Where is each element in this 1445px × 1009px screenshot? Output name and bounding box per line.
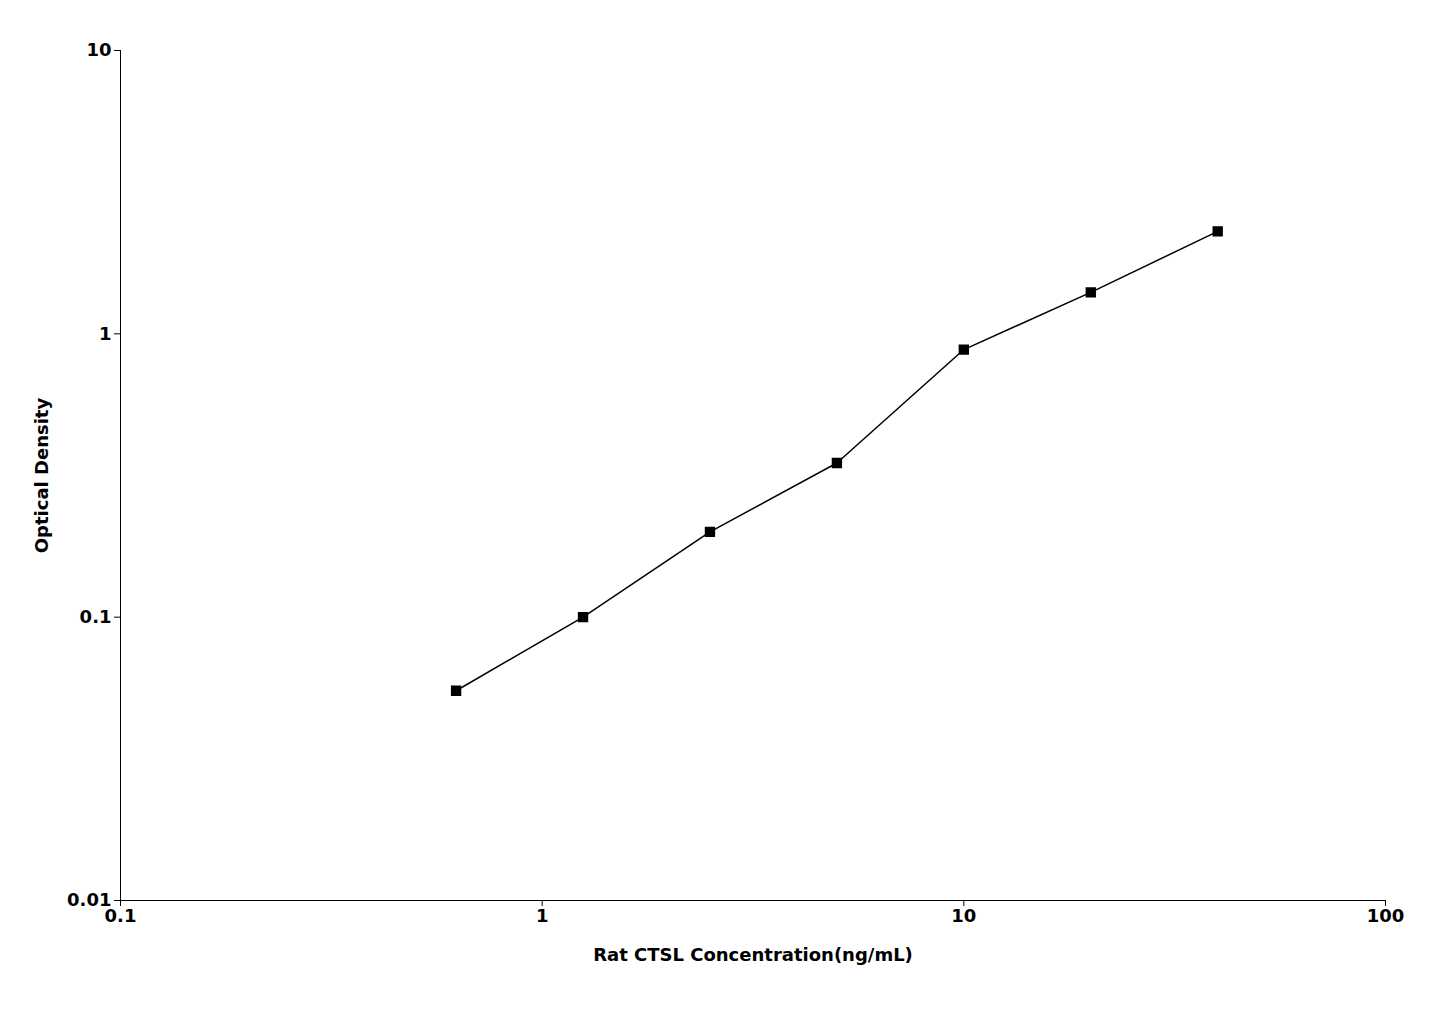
svg-text:10: 10	[86, 39, 111, 60]
svg-text:10: 10	[951, 905, 976, 926]
svg-text:0.1: 0.1	[104, 905, 137, 927]
svg-text:0.01: 0.01	[67, 889, 111, 910]
svg-text:Optical Density: Optical Density	[31, 398, 52, 554]
svg-text:1: 1	[536, 905, 549, 926]
svg-text:Rat CTSL Concentration(ng/mL): Rat CTSL Concentration(ng/mL)	[593, 944, 913, 965]
svg-text:100: 100	[1367, 905, 1405, 926]
svg-text:0.1: 0.1	[80, 606, 112, 627]
svg-text:1: 1	[99, 323, 112, 344]
